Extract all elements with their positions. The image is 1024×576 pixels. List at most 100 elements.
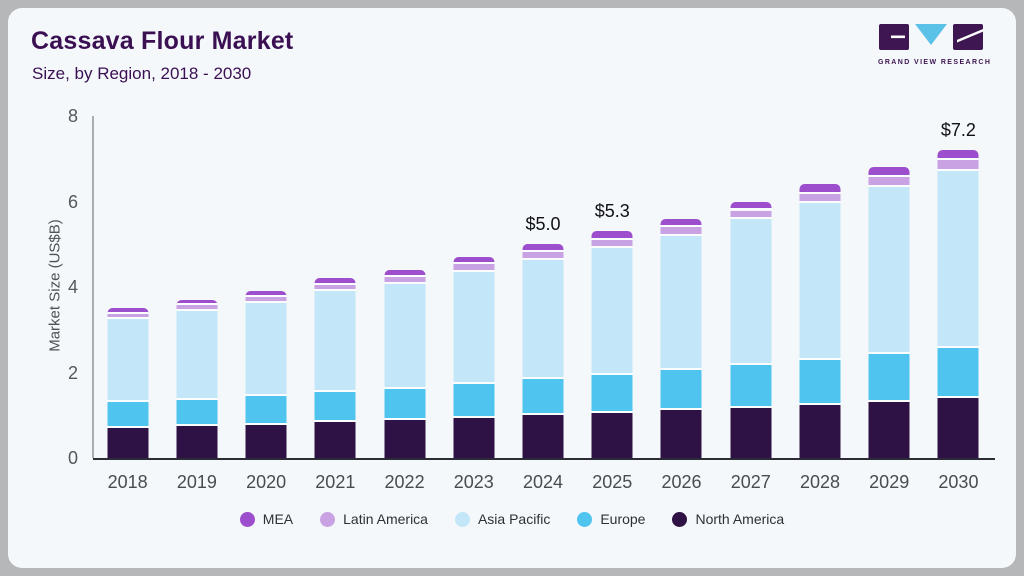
- bar-segment-europe-2022: [384, 389, 426, 421]
- bar-segment-mea-2029: [868, 167, 910, 178]
- x-tick-2027: 2027: [730, 472, 771, 492]
- bar-segment-asia-pacific-2027: [730, 219, 772, 365]
- bar-segment-asia-pacific-2018: [107, 318, 149, 403]
- legend-swatch-north-america: [672, 511, 688, 527]
- bar-segment-mea-2020: [245, 291, 287, 298]
- bar-segment-asia-pacific-2028: [799, 203, 841, 360]
- bar-segment-mea-2019: [176, 299, 218, 306]
- x-tick-2023: 2023: [453, 472, 494, 492]
- x-tick-2029: 2029: [869, 472, 910, 492]
- legend-item-mea: MEA: [239, 511, 294, 527]
- bar-2023: [453, 116, 495, 458]
- bar-column-2019: 2019: [162, 116, 231, 492]
- bar-2028: [799, 116, 841, 458]
- bar-2027: [730, 116, 772, 458]
- bar-segment-north-america-2024: [522, 415, 564, 458]
- bar-segment-asia-pacific-2026: [660, 235, 702, 371]
- bar-2021: [314, 116, 356, 458]
- x-tick-2022: 2022: [384, 472, 425, 492]
- bar-segment-europe-2020: [245, 396, 287, 425]
- bar-segment-europe-2027: [730, 364, 772, 408]
- bar-segment-mea-2030: [937, 150, 979, 161]
- bar-value-label-2025: $5.3: [594, 201, 630, 222]
- bar-segment-europe-2028: [799, 359, 841, 405]
- x-tick-2019: 2019: [176, 472, 217, 492]
- y-tick-2: 2: [67, 362, 78, 383]
- legend-swatch-europe: [577, 511, 593, 527]
- bar-segment-north-america-2030: [937, 398, 979, 458]
- x-tick-2030: 2030: [938, 472, 979, 492]
- y-tick-4: 4: [67, 277, 78, 297]
- bar-segment-north-america-2029: [868, 401, 910, 458]
- x-tick-2026: 2026: [661, 472, 702, 492]
- bar-column-2030: $7.2 2030: [924, 116, 993, 492]
- bar-segment-north-america-2028: [799, 404, 841, 458]
- bar-segment-mea-2022: [384, 269, 426, 277]
- x-tick-2025: 2025: [592, 472, 633, 492]
- chart-subtitle: Size, by Region, 2018 - 2030: [32, 64, 252, 83]
- y-tick-6: 6: [67, 191, 78, 212]
- bar-segment-latin-america-2018: [107, 313, 149, 319]
- bar-segment-asia-pacific-2019: [176, 310, 218, 400]
- bar-2026: [660, 116, 702, 458]
- legend-label-north-america: North America: [695, 511, 785, 527]
- bar-column-2029: 2029: [855, 116, 924, 492]
- bar-segment-mea-2026: [660, 218, 702, 228]
- infographic-card: Cassava Flour Market Size, by Region, 20…: [8, 8, 1016, 568]
- bar-segment-asia-pacific-2024: [522, 259, 564, 380]
- bar-segment-asia-pacific-2025: [591, 247, 633, 375]
- x-tick-2020: 2020: [246, 472, 287, 492]
- bar-column-2028: 2028: [785, 116, 854, 492]
- bar-segment-latin-america-2022: [384, 276, 426, 284]
- legend-label-latin-america: Latin America: [343, 511, 428, 527]
- bar-segment-latin-america-2019: [176, 305, 218, 311]
- bar-segment-north-america-2022: [384, 420, 426, 458]
- bar-segment-europe-2025: [591, 374, 633, 413]
- bar-segment-latin-america-2028: [799, 193, 841, 204]
- bar-segment-europe-2021: [314, 391, 356, 422]
- bar-segment-north-america-2025: [591, 412, 633, 458]
- bar-column-2021: 2021: [301, 116, 370, 492]
- bar-segment-north-america-2020: [245, 424, 287, 458]
- bar-value-label-2030: $7.2: [940, 120, 976, 141]
- legend-label-mea: MEA: [262, 511, 294, 527]
- bar-segment-latin-america-2026: [660, 227, 702, 236]
- bar-column-2020: 2020: [231, 116, 300, 492]
- bar-segment-europe-2024: [522, 379, 564, 416]
- legend-swatch-latin-america: [320, 511, 336, 527]
- bar-segment-latin-america-2021: [314, 284, 356, 292]
- bar-2020: [245, 116, 287, 458]
- bar-segment-north-america-2027: [730, 407, 772, 458]
- bar-2019: [176, 116, 218, 458]
- bar-column-2023: 2023: [439, 116, 508, 492]
- bar-segment-europe-2019: [176, 399, 218, 427]
- bar-segment-latin-america-2029: [868, 177, 910, 187]
- bar-column-2018: 2018: [93, 116, 162, 492]
- bar-segment-mea-2018: [107, 308, 149, 314]
- bar-segment-latin-america-2020: [245, 297, 287, 304]
- plot-area: 2018 2019 2020 2021 2022 2023 $5.0 2024 $5.3 2025…: [93, 116, 993, 492]
- bar-segment-mea-2027: [730, 201, 772, 211]
- bar-segment-mea-2023: [453, 257, 495, 265]
- x-axis-line: [93, 458, 995, 460]
- bar-segment-asia-pacific-2022: [384, 283, 426, 390]
- bar-segment-north-america-2018: [107, 428, 149, 458]
- legend-item-latin-america: Latin America: [320, 511, 428, 527]
- bar-segment-mea-2025: [591, 231, 633, 240]
- legend-swatch-mea: [239, 511, 255, 527]
- legend-item-asia-pacific: Asia Pacific: [454, 511, 551, 527]
- bar-2024: [522, 116, 564, 458]
- bar-segment-europe-2030: [937, 347, 979, 399]
- bar-segment-asia-pacific-2030: [937, 170, 979, 348]
- bar-segment-north-america-2021: [314, 421, 356, 458]
- bar-segment-asia-pacific-2021: [314, 291, 356, 392]
- legend-item-north-america: North America: [672, 511, 784, 527]
- legend-swatch-asia-pacific: [454, 511, 470, 527]
- bar-2025: [591, 116, 633, 458]
- bar-segment-latin-america-2024: [522, 251, 564, 260]
- legend-label-asia-pacific: Asia Pacific: [477, 511, 551, 527]
- bar-segment-europe-2026: [660, 370, 702, 411]
- bar-segment-europe-2023: [453, 384, 495, 419]
- y-axis-line: [92, 116, 94, 458]
- bar-segment-mea-2021: [314, 278, 356, 285]
